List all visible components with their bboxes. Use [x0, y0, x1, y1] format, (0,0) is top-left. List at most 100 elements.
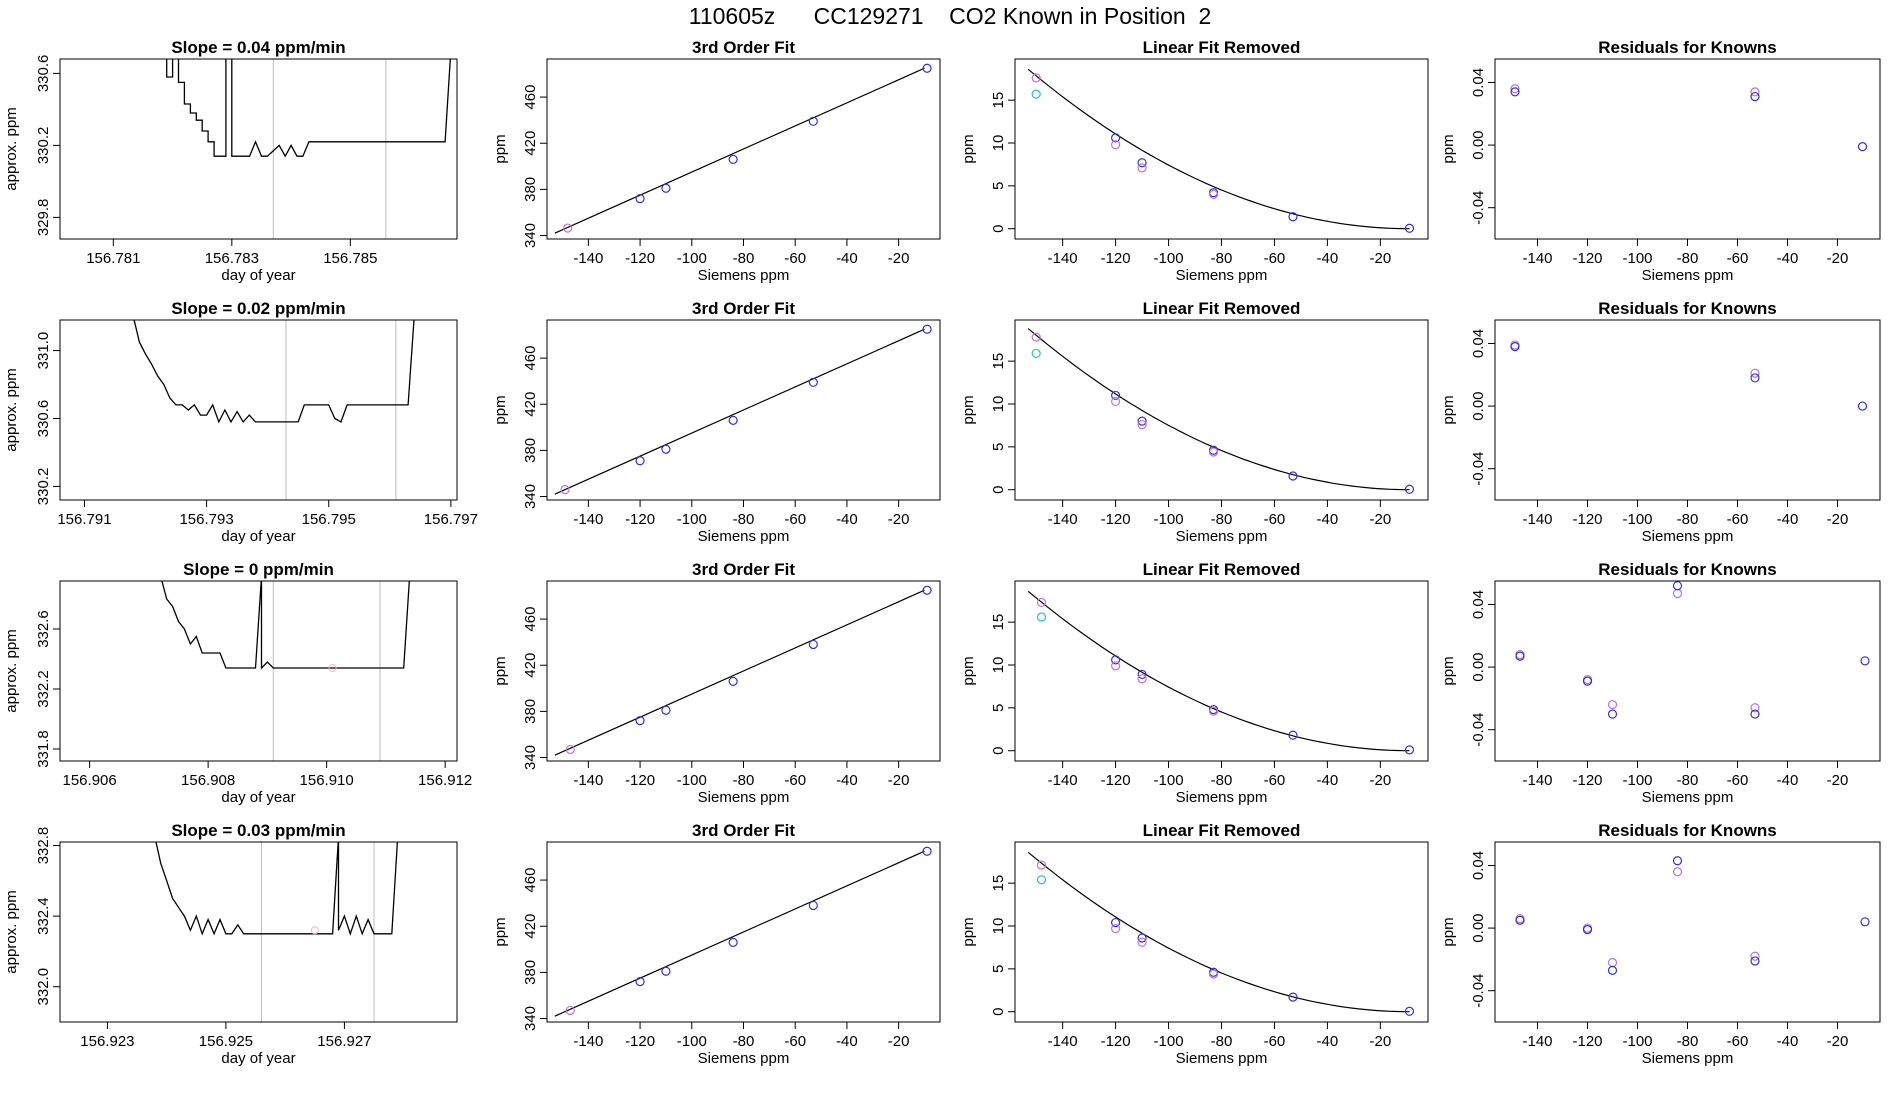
y-tick-label: -0.04: [1470, 713, 1487, 747]
x-tick-label: -80: [1677, 250, 1699, 267]
plot-area: [1027, 590, 1415, 755]
panel-title: Residuals for Knowns: [1598, 299, 1777, 318]
panel-title: Linear Fit Removed: [1143, 38, 1301, 57]
y-tick-label: 380: [522, 960, 539, 985]
x-tick-label: -100: [1622, 772, 1652, 789]
x-tick-label: -20: [1370, 511, 1392, 528]
chart-panel-r2-c4: Residuals for Knowns -140 -120 -100 -80 -60 -4…: [1440, 299, 1881, 545]
y-tick-label: 0: [990, 747, 1007, 755]
data-point: [1031, 332, 1041, 342]
x-tick-label: -100: [1154, 772, 1184, 789]
plot-area: [554, 63, 932, 234]
y-tick-label: 331.0: [35, 332, 52, 370]
data-point: [1288, 730, 1298, 740]
x-tick-label: -120: [1572, 1033, 1602, 1050]
data-point: [661, 705, 671, 715]
x-tick-label: -140: [573, 1033, 603, 1050]
x-tick-label: -40: [836, 511, 858, 528]
plot-frame: [1494, 319, 1881, 501]
data-point: [1607, 957, 1618, 968]
y-tick-label: 0.04: [1470, 68, 1487, 97]
plot-area: [161, 581, 410, 761]
data-point: [1860, 656, 1870, 666]
panel-title: Linear Fit Removed: [1143, 821, 1301, 840]
y-tick-label: 332.6: [35, 610, 52, 648]
data-point: [1031, 89, 1041, 99]
y-tick-label: 460: [522, 346, 539, 371]
data-point: [1111, 390, 1121, 401]
y-tick-label: 340: [522, 745, 539, 770]
panel-title: Residuals for Knowns: [1598, 821, 1777, 840]
x-tick-label: -40: [1317, 250, 1339, 267]
data-point: [1857, 142, 1868, 152]
panel-title: Linear Fit Removed: [1143, 299, 1301, 318]
plot-frame: [59, 319, 458, 501]
x-tick-label: -20: [888, 1033, 910, 1050]
y-axis-label: ppm: [492, 134, 509, 163]
chart-panel-r1-c1: Slope = 0.04 ppm/min 156.781 156.783 156.78…: [3, 38, 458, 284]
data-point: [1582, 676, 1593, 686]
x-tick-label: -100: [677, 772, 707, 789]
data-point: [1036, 875, 1047, 885]
chart-panel-r4-c3: Linear Fit Removed -140 -120 -100 -80 -60 -40 -…: [960, 821, 1429, 1067]
y-tick-label: 340: [522, 1006, 539, 1031]
plot-area: [554, 846, 932, 1017]
x-tick-label: -20: [1827, 250, 1849, 267]
y-tick-label: 0.00: [1470, 913, 1487, 942]
y-tick-label: 0.00: [1470, 130, 1487, 159]
x-tick-label: -140: [1522, 772, 1552, 789]
y-axis-label: ppm: [960, 656, 977, 685]
y-tick-label: 332.8: [35, 827, 52, 865]
y-axis-label: approx. ppm: [3, 368, 20, 451]
data-point: [1288, 212, 1298, 222]
x-axis-label: Siemens ppm: [698, 1050, 790, 1067]
data-point: [922, 585, 932, 595]
data-point: [1111, 133, 1121, 143]
data-point: [1515, 651, 1525, 661]
data-point: [1111, 917, 1121, 928]
plot-area: [1515, 581, 1870, 719]
y-tick-label: 5: [990, 182, 1007, 190]
data-point: [310, 926, 319, 935]
y-axis-label: approx. ppm: [3, 629, 20, 712]
data-point: [728, 676, 738, 686]
x-tick-label: -120: [1101, 511, 1131, 528]
plot-frame: [59, 58, 458, 240]
chart-panel-r3-c1: Slope = 0 ppm/min 156.906 156.908 156.910 15…: [3, 560, 472, 806]
plot-area: [1027, 328, 1415, 494]
data-point: [1672, 856, 1683, 866]
chart-panel-r3-c2: 3rd Order Fit -140 -120 -100 -80 -60 -40 -20 340…: [492, 560, 941, 806]
x-tick-label: 156.781: [86, 250, 140, 267]
panel-title: Residuals for Knowns: [1598, 38, 1777, 57]
x-tick-label: -60: [1264, 772, 1286, 789]
y-tick-label: 0: [990, 225, 1007, 233]
chart-panel-r2-c3: Linear Fit Removed -140 -120 -100 -80 -60 -40 -…: [960, 299, 1429, 545]
data-point: [1750, 709, 1760, 719]
x-axis-label: Siemens ppm: [1642, 528, 1734, 545]
x-tick-label: -40: [836, 772, 858, 789]
plot-area: [554, 324, 932, 495]
y-axis-label: ppm: [1440, 134, 1457, 163]
x-tick-label: -40: [1317, 511, 1339, 528]
y-tick-label: 332.4: [35, 897, 52, 935]
y-tick-label: 380: [522, 438, 539, 463]
data-point: [808, 639, 818, 650]
y-tick-label: 330.2: [35, 468, 52, 506]
data-point: [1510, 87, 1520, 97]
y-tick-label: -0.04: [1470, 974, 1487, 1008]
data-point: [1750, 368, 1760, 378]
panel-title: 3rd Order Fit: [692, 299, 795, 318]
chart-panel-r4-c1: Slope = 0.03 ppm/min 156.923 156.925 156.92…: [3, 821, 458, 1067]
data-point: [560, 485, 570, 495]
y-tick-label: -0.04: [1470, 191, 1487, 225]
data-point: [635, 194, 645, 204]
y-tick-label: 332.2: [35, 670, 52, 708]
y-tick-label: 420: [522, 392, 539, 417]
fit-curve: [554, 328, 925, 495]
x-tick-label: -120: [1572, 772, 1602, 789]
x-axis-label: Siemens ppm: [1642, 1050, 1734, 1067]
x-axis-label: Siemens ppm: [1176, 528, 1268, 545]
x-tick-label: -40: [1777, 1033, 1799, 1050]
plot-area: [166, 59, 451, 239]
